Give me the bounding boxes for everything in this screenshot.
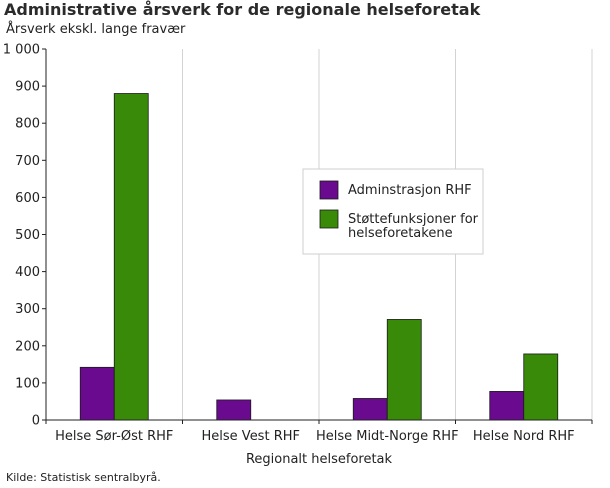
legend-label-stottefunksjoner: Støttefunksjoner for helseforetakene bbox=[348, 212, 479, 241]
chart-title: Administrative årsverk for de regionale … bbox=[4, 0, 481, 19]
bar-stottefunksjoner bbox=[523, 353, 559, 421]
x-tick-label: Helse Nord RHF bbox=[473, 429, 575, 444]
source-note: Kilde: Statistisk sentralbyrå. bbox=[6, 471, 161, 484]
x-tick-label: Helse Vest RHF bbox=[202, 429, 300, 444]
y-axis: 0 100 200 300 400 500 600 700 800 900 1 000 bbox=[3, 43, 47, 429]
bar-adminstrasjon bbox=[352, 398, 388, 421]
y-tick-label: 700 bbox=[15, 154, 40, 169]
y-tick-label: 900 bbox=[15, 80, 40, 95]
y-tick-label: 1 000 bbox=[3, 43, 40, 58]
legend: Adminstrasjon RHF Støttefunksjoner for hel… bbox=[302, 168, 484, 255]
bar-adminstrasjon bbox=[216, 399, 252, 421]
y-tick-label: 200 bbox=[15, 339, 40, 354]
y-tick-label: 500 bbox=[15, 228, 40, 243]
x-tick-label: Helse Midt-Norge RHF bbox=[316, 429, 459, 444]
y-tick-label: 600 bbox=[15, 191, 40, 206]
chart-subtitle: Årsverk ekskl. lange fravær bbox=[6, 22, 186, 37]
y-tick-label: 400 bbox=[15, 265, 40, 280]
legend-swatch-stottefunksjoner bbox=[319, 209, 339, 229]
legend-swatch-adminstrasjon bbox=[319, 180, 339, 200]
bars bbox=[79, 93, 559, 421]
bar-stottefunksjoner bbox=[113, 93, 149, 421]
x-axis-label: Regionalt helseforetak bbox=[246, 452, 393, 467]
bar-adminstrasjon bbox=[79, 366, 115, 421]
bar-adminstrasjon bbox=[489, 391, 525, 421]
y-tick-label: 100 bbox=[15, 376, 40, 391]
x-axis: Helse Sør-Øst RHF Helse Vest RHF Helse Mid… bbox=[45, 419, 593, 467]
x-tick-label: Helse Sør-Øst RHF bbox=[55, 429, 173, 444]
legend-label-adminstrasjon: Adminstrasjon RHF bbox=[348, 183, 472, 198]
bar-stottefunksjoner bbox=[386, 319, 422, 421]
y-tick-label: 300 bbox=[15, 302, 40, 317]
y-tick-label: 800 bbox=[15, 117, 40, 132]
y-tick-label: 0 bbox=[32, 414, 40, 429]
